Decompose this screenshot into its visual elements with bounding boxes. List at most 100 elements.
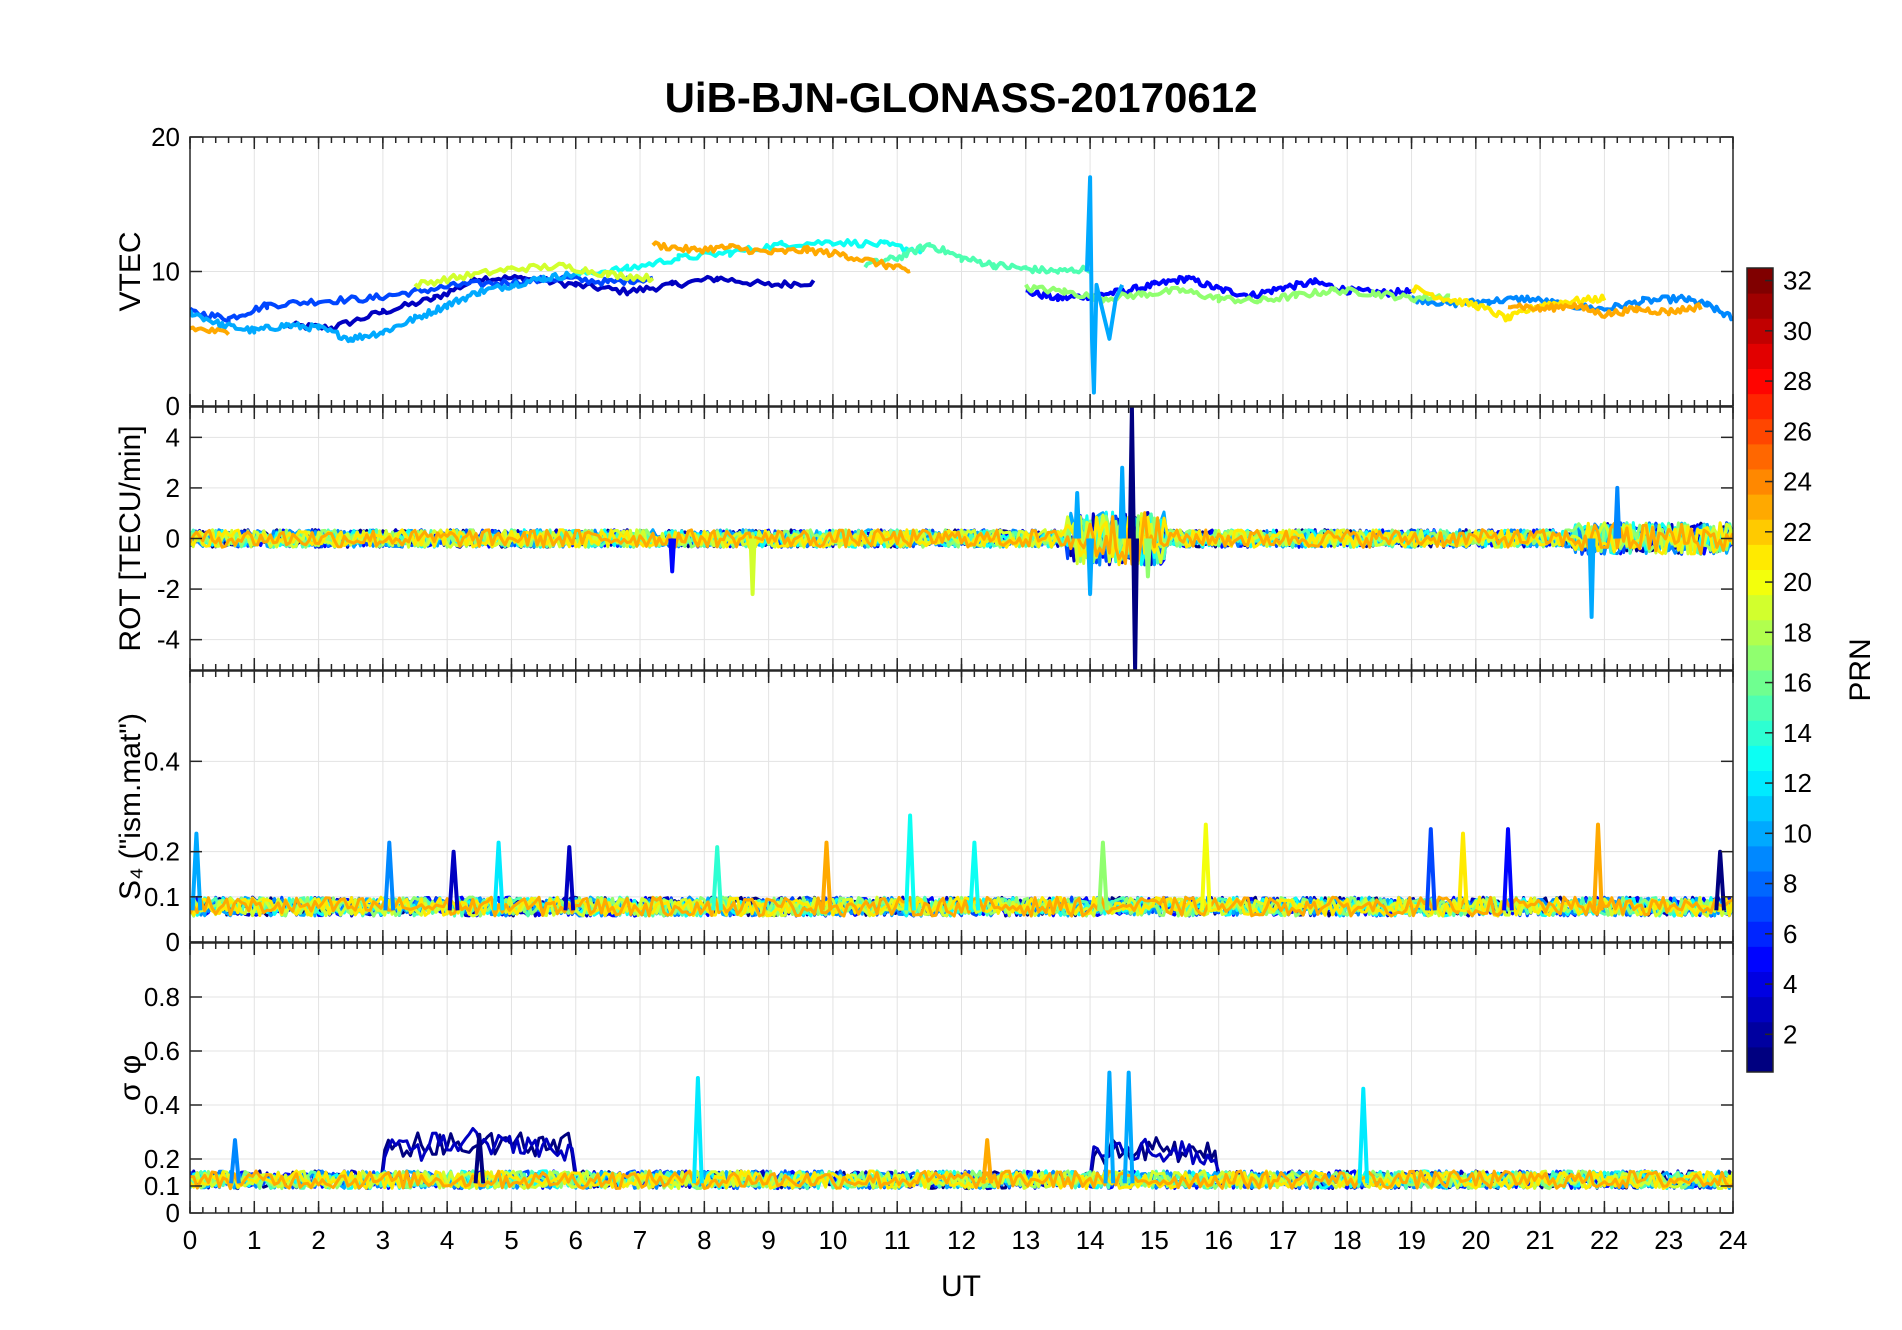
y-tick-label: 0.6	[144, 1036, 180, 1066]
rot-spike	[1073, 491, 1082, 539]
y-tick-label: 0	[166, 391, 180, 421]
x-tick-label: 1	[247, 1225, 261, 1255]
colorbar-swatch	[1747, 845, 1773, 872]
x-tick-label: 23	[1654, 1225, 1683, 1255]
index-peak	[1425, 827, 1437, 911]
index-line	[190, 1169, 1733, 1191]
x-tick-label: 4	[440, 1225, 454, 1255]
vtec-line	[190, 325, 231, 336]
index-peak	[1200, 822, 1212, 911]
ticks	[189, 407, 1734, 670]
colorbar-swatch	[1747, 745, 1773, 771]
index-peak	[904, 813, 916, 911]
x-tick-label: 0	[183, 1225, 197, 1255]
rot-line	[190, 511, 1733, 566]
colorbar-swatch	[1747, 393, 1773, 420]
ticks	[189, 671, 1734, 943]
index-peak	[1122, 1070, 1135, 1184]
y-tick-label: 0.2	[144, 1144, 180, 1174]
x-tick-label: 9	[761, 1225, 775, 1255]
rot-spike	[1127, 407, 1136, 539]
y-tick-label: 0.4	[144, 746, 180, 776]
x-tick-label: 15	[1140, 1225, 1169, 1255]
index-peak	[1502, 827, 1514, 911]
y-tick-label: 0.1	[144, 882, 180, 912]
colorbar-tick-label: 10	[1783, 818, 1812, 848]
vtec-line	[413, 261, 655, 290]
panel-3: 00.10.2 0.4 0.6 0.8 σ φ	[114, 942, 1734, 1228]
x-tick-label: 12	[947, 1225, 976, 1255]
data	[190, 407, 1733, 670]
index-peak	[711, 845, 723, 911]
vtec-line	[285, 273, 816, 332]
vtec-line	[1507, 302, 1703, 319]
index-peak	[692, 1076, 704, 1184]
y-tick-label: 0	[166, 524, 180, 554]
x-tick-label: 13	[1011, 1225, 1040, 1255]
ticks	[189, 136, 1734, 407]
colorbar-tick-label: 20	[1783, 567, 1812, 597]
y-tick-label: 0	[166, 927, 180, 957]
colorbar-swatch	[1747, 293, 1773, 319]
colorbar-tick-label: 8	[1783, 869, 1797, 899]
colorbar-swatch	[1747, 644, 1773, 671]
colorbar-label: PRN	[1844, 638, 1877, 701]
index-peak	[563, 845, 576, 911]
y-tick-label: 10	[151, 257, 180, 287]
x-tick-label: 20	[1461, 1225, 1490, 1255]
x-axis-label: UT	[941, 1270, 981, 1303]
colorbar-tick-label: 30	[1783, 316, 1812, 346]
x-tick-label: 18	[1333, 1225, 1362, 1255]
colorbar-tick-label: 28	[1783, 366, 1812, 396]
x-tick-label: 17	[1268, 1225, 1297, 1255]
colorbar-swatch	[1747, 795, 1773, 822]
panel-0: 0 10 20 VTEC	[114, 122, 1734, 421]
index-peak	[1357, 1086, 1370, 1184]
x-tick-label: 8	[697, 1225, 711, 1255]
x-tick-label: 21	[1526, 1225, 1555, 1255]
data	[190, 1070, 1733, 1191]
colorbar-tick-label: 12	[1783, 768, 1812, 798]
index-peak	[1714, 849, 1726, 911]
y-axis-label: σ φ	[114, 1055, 147, 1101]
x-tick-label: 6	[569, 1225, 583, 1255]
chart-title: UiB-BJN-GLONASS-20170612	[665, 74, 1258, 121]
index-peak	[447, 849, 460, 911]
y-tick-label: 2	[166, 473, 180, 503]
y-tick-label: 20	[151, 122, 180, 152]
x-tick-label: 16	[1204, 1225, 1233, 1255]
colorbar-tick-label: 24	[1783, 467, 1812, 497]
y-axis-label: S₄ ("ism.mat")	[114, 713, 147, 900]
vtec-line	[863, 242, 1092, 275]
colorbar-tick-label: 32	[1783, 266, 1812, 296]
x-tick-label: 19	[1397, 1225, 1426, 1255]
rot-spike	[1131, 538, 1139, 670]
rot-spike	[1613, 485, 1622, 539]
y-tick-label: -4	[157, 625, 180, 655]
index-peak	[968, 840, 981, 911]
index-peak	[229, 1138, 241, 1184]
rot-spike	[748, 538, 757, 597]
rot-spike	[1086, 538, 1094, 597]
colorbar-swatch	[1747, 896, 1773, 922]
rot-spike	[1118, 465, 1127, 539]
colorbar-swatch	[1747, 996, 1773, 1023]
colorbar-tick-label: 16	[1783, 668, 1812, 698]
x-tick-label: 22	[1590, 1225, 1619, 1255]
vtec-line	[651, 240, 911, 274]
ticks	[189, 943, 1734, 1214]
x-tick-label: 2	[311, 1225, 325, 1255]
colorbar-swatch	[1747, 946, 1773, 972]
x-tick-label: 5	[504, 1225, 518, 1255]
rot-line	[190, 512, 1733, 566]
colorbar-swatch	[1747, 443, 1773, 470]
index-peak	[820, 840, 833, 911]
x-tick-label: 11	[884, 1225, 911, 1255]
colorbar-frame	[1746, 267, 1774, 1073]
colorbar-tick-label: 26	[1783, 416, 1812, 446]
vtec-line	[1410, 284, 1607, 323]
panel-2: 0 0.1 0.2 0.4S₄ ("ism.mat")	[114, 670, 1734, 957]
x-tick-label: 14	[1076, 1225, 1105, 1255]
y-tick-label: 4	[166, 422, 180, 452]
